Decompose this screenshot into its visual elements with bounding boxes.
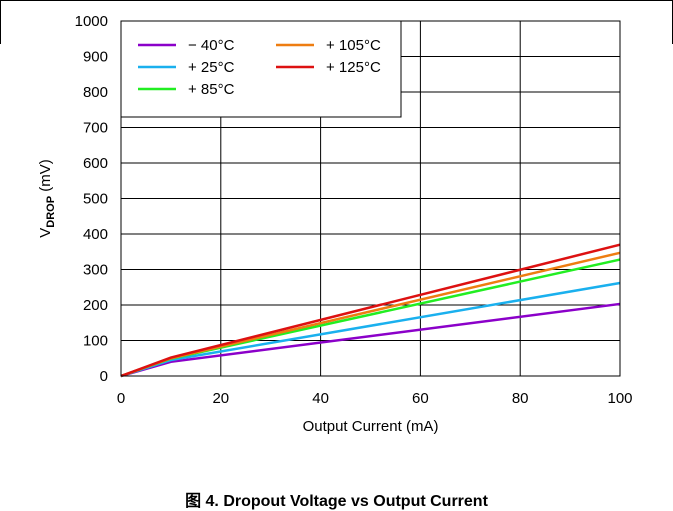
- legend-label-3: + 105°C: [326, 37, 381, 54]
- x-tick-label: 100: [607, 390, 632, 407]
- y-tick-label: 0: [100, 368, 108, 385]
- legend-box: [120, 20, 402, 118]
- x-tick-label: 40: [312, 390, 329, 407]
- y-tick-label: 400: [83, 226, 108, 243]
- series-line-4: [120, 243, 621, 378]
- x-tick-label: 0: [117, 390, 125, 407]
- x-tick-labels: 0 20 40 60 80 100: [117, 390, 633, 407]
- frame-left-border: [0, 0, 1, 44]
- y-axis-title: VDROP (mV): [37, 159, 57, 237]
- legend-label-1: + 25°C: [188, 59, 235, 76]
- y-axis-title-unit: (mV): [37, 159, 54, 196]
- x-tick-label: 60: [412, 390, 429, 407]
- y-axis-title-main: V: [37, 228, 54, 238]
- x-tick-label: 20: [212, 390, 229, 407]
- y-tick-label: 1000: [75, 13, 108, 30]
- y-tick-label: 500: [83, 191, 108, 208]
- figure-caption: 图 4. Dropout Voltage vs Output Current: [185, 493, 488, 510]
- y-tick-label: 800: [83, 84, 108, 101]
- chart: 0 20 40 60 80 100 0 100 200 300 400 500 600 700 800 90…: [37, 13, 633, 435]
- x-tick-label: 80: [512, 390, 529, 407]
- y-tick-label: 600: [83, 155, 108, 172]
- legend-label-0: − 40°C: [188, 37, 235, 54]
- y-tick-label: 900: [83, 49, 108, 66]
- y-tick-label: 300: [83, 262, 108, 279]
- frame-top-border: [0, 0, 673, 1]
- x-axis-title: Output Current (mA): [303, 418, 439, 435]
- legend: − 40°C + 25°C + 85°C + 105°C + 125°C: [120, 20, 402, 118]
- series-line-1: [120, 281, 621, 378]
- y-tick-labels: 0 100 200 300 400 500 600 700 800 900 1000: [75, 13, 108, 385]
- y-axis-title-sub: DROP: [45, 196, 57, 228]
- y-tick-label: 700: [83, 120, 108, 137]
- y-tick-label: 200: [83, 297, 108, 314]
- legend-label-4: + 125°C: [326, 59, 381, 76]
- series-lines: [120, 243, 621, 378]
- legend-label-2: + 85°C: [188, 81, 235, 98]
- y-tick-label: 100: [83, 333, 108, 350]
